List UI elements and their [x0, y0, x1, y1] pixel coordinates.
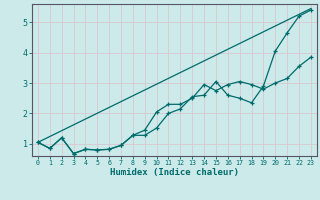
X-axis label: Humidex (Indice chaleur): Humidex (Indice chaleur): [110, 168, 239, 177]
